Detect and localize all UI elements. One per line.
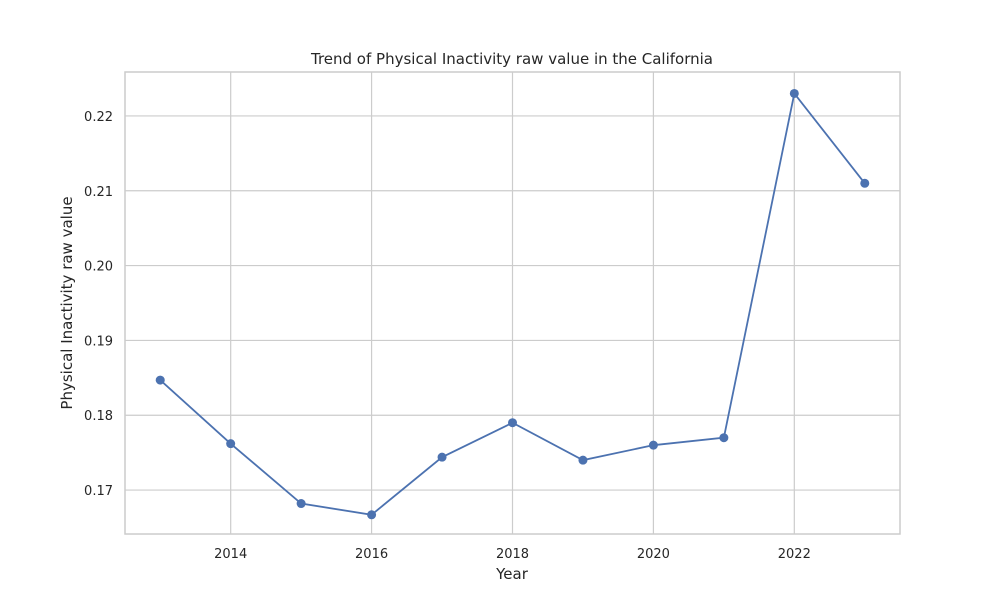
x-tick-label: 2018 xyxy=(496,547,529,562)
data-point xyxy=(719,433,729,443)
x-axis-label: Year xyxy=(495,565,529,583)
y-tick-label: 0.19 xyxy=(84,334,113,349)
y-tick-label: 0.22 xyxy=(84,110,113,125)
x-tick-label: 2020 xyxy=(637,547,670,562)
data-point xyxy=(578,455,588,465)
x-tick-label: 2022 xyxy=(778,547,811,562)
x-tick-label: 2016 xyxy=(355,547,388,562)
chart-title: Trend of Physical Inactivity raw value i… xyxy=(310,50,713,68)
data-point xyxy=(648,440,658,450)
y-tick-label: 0.18 xyxy=(84,409,113,424)
data-point xyxy=(508,418,517,428)
data-point xyxy=(789,88,799,98)
x-tick-label: 2014 xyxy=(214,547,247,562)
tick-labels: 2014 2016 2018 2020 2022 0.17 0.18 0.19 0.20 0.21… xyxy=(84,110,811,562)
series-layer xyxy=(155,88,870,520)
data-point xyxy=(226,439,236,449)
data-point xyxy=(437,452,447,462)
y-tick-label: 0.17 xyxy=(84,484,113,499)
grid xyxy=(125,72,900,534)
y-tick-label: 0.20 xyxy=(84,260,113,275)
data-point xyxy=(367,510,377,520)
data-point xyxy=(296,499,306,509)
y-axis-label: Physical Inactivity raw value xyxy=(58,196,76,409)
y-tick-label: 0.21 xyxy=(84,185,113,200)
data-point xyxy=(155,375,165,385)
data-point xyxy=(860,178,870,188)
plot-frame xyxy=(124,71,901,535)
